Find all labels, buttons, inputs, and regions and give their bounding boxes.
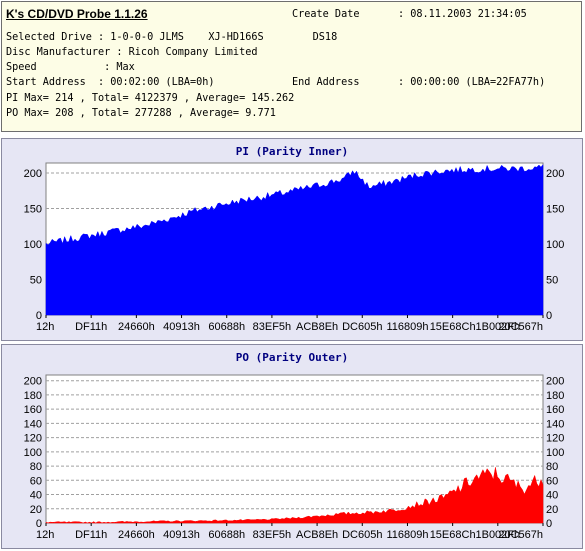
y-tick-label-left: 180 [24, 390, 42, 402]
x-tick-label: 1B002Fh [475, 529, 520, 541]
x-tick-label: 24660h [118, 321, 155, 333]
x-tick-label: 40913h [163, 321, 200, 333]
end-address-value: : 00:00:00 (LBA=22FA77h) [398, 77, 546, 88]
po-summary: PO Max= 208 , Total= 277288 , Average= 9… [6, 108, 276, 119]
y-tick-label-right: 180 [546, 390, 564, 402]
y-tick-label-left: 60 [30, 475, 42, 487]
x-tick-label: 20C567h [498, 529, 543, 541]
series-area [45, 467, 544, 524]
y-tick-label-right: 0 [546, 310, 552, 322]
x-tick-label: 12h [36, 529, 54, 541]
x-tick-label: DF11h [75, 529, 107, 541]
y-tick-label-right: 200 [546, 168, 564, 180]
po-chart-panel: PO (Parity Outer) 0 0 20 20 40 40 60 60 80 80 100 1… [1, 344, 583, 549]
info-panel: K's CD/DVD Probe 1.1.26 Create Date : 08… [1, 1, 582, 132]
y-tick-label-left: 120 [24, 433, 42, 445]
x-tick-label: ACB8Eh [296, 321, 338, 333]
app-title: K's CD/DVD Probe 1.1.26 [6, 7, 148, 21]
y-tick-label-right: 100 [546, 239, 564, 251]
x-tick-label: 40913h [163, 529, 200, 541]
disc-manufacturer: Disc Manufacturer : Ricoh Company Limite… [6, 47, 258, 58]
x-tick-label: 116809h [386, 321, 428, 333]
x-tick-label: DC605h [342, 529, 382, 541]
x-tick-label: 60688h [208, 321, 245, 333]
y-tick-label-right: 100 [546, 447, 564, 459]
selected-drive: Selected Drive : 1-0-0-0 JLMS XJ-HD166S … [6, 32, 338, 43]
x-tick-label: DF11h [75, 321, 107, 333]
y-tick-label-right: 120 [546, 433, 564, 445]
pi-chart: 0 0 50 50 100 100 150 150 200 200 12h DF11h 24660h 40… [24, 162, 564, 333]
y-tick-label-left: 100 [24, 239, 42, 251]
x-tick-label: 20C567h [498, 321, 543, 333]
y-tick-label-left: 0 [36, 518, 42, 530]
y-tick-label-left: 200 [24, 168, 42, 180]
y-tick-label-left: 80 [30, 461, 42, 473]
pi-summary: PI Max= 214 , Total= 4122379 , Average= … [6, 93, 295, 104]
x-tick-label: 116809h [386, 529, 428, 541]
x-tick-label: DC605h [342, 321, 382, 333]
series-area [45, 164, 544, 316]
x-tick-label: 1B002Fh [475, 321, 520, 333]
y-tick-label-left: 200 [24, 376, 42, 388]
y-tick-label-right: 0 [546, 518, 552, 530]
y-tick-label-left: 40 [30, 490, 42, 502]
x-tick-label: 12h [36, 321, 54, 333]
y-tick-label-right: 40 [546, 490, 558, 502]
y-tick-label-right: 60 [546, 475, 558, 487]
y-tick-label-left: 150 [24, 203, 42, 215]
y-tick-label-left: 0 [36, 310, 42, 322]
y-tick-label-left: 100 [24, 447, 42, 459]
y-tick-label-right: 50 [546, 274, 558, 286]
y-tick-label-right: 160 [546, 404, 564, 416]
x-tick-label: 83EF5h [253, 321, 292, 333]
po-chart: 0 0 20 20 40 40 60 60 80 80 100 100 120 120 140 140 160 1… [24, 374, 564, 541]
x-tick-label: ACB8Eh [296, 529, 338, 541]
y-tick-label-left: 140 [24, 418, 42, 430]
y-tick-label-right: 200 [546, 376, 564, 388]
pi-chart-panel: PI (Parity Inner) 0 0 50 50 100 100 150 150 200 2… [1, 138, 583, 341]
start-address: Start Address : 00:02:00 (LBA=0h) [6, 77, 215, 88]
y-tick-label-right: 80 [546, 461, 558, 473]
y-tick-label-left: 20 [30, 504, 42, 516]
x-tick-label: 24660h [118, 529, 155, 541]
x-tick-label: 15E68Ch [430, 321, 476, 333]
y-tick-label-right: 20 [546, 504, 558, 516]
po-chart-title: PO (Parity Outer) [235, 351, 349, 364]
y-tick-label-right: 140 [546, 418, 564, 430]
create-date-value: : 08.11.2003 21:34:05 [398, 9, 527, 20]
end-address-label: End Address [292, 77, 360, 88]
y-tick-label-right: 150 [546, 203, 564, 215]
y-tick-label-left: 50 [30, 274, 42, 286]
x-tick-label: 60688h [208, 529, 245, 541]
x-tick-label: 83EF5h [253, 529, 292, 541]
x-tick-label: 15E68Ch [430, 529, 476, 541]
speed: Speed : Max [6, 62, 135, 73]
y-tick-label-left: 160 [24, 404, 42, 416]
create-date-label: Create Date [292, 9, 360, 20]
pi-chart-title: PI (Parity Inner) [235, 145, 349, 158]
